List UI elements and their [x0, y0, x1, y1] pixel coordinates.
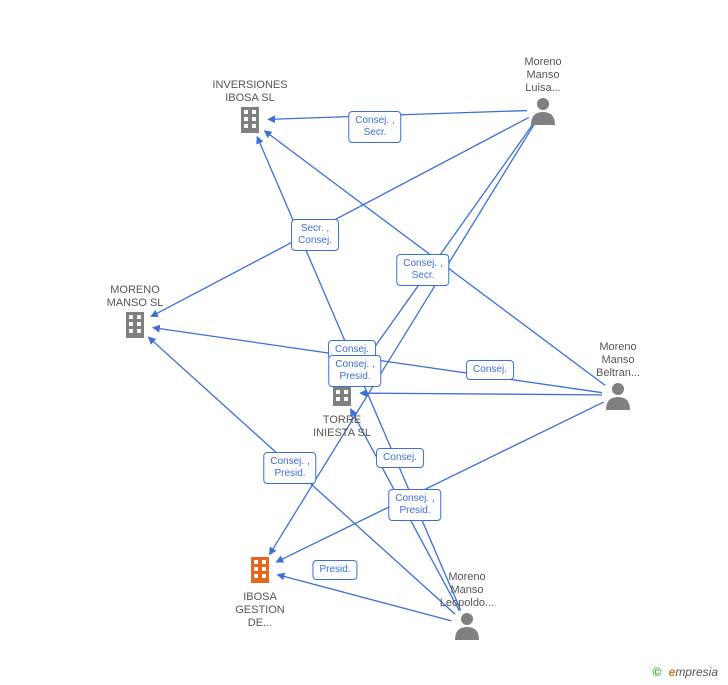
edge-label-beltran-ibosa: Consej. [376, 448, 424, 468]
edge-label-leopoldo-moreno_sl: Consej. ,Presid. [328, 355, 381, 387]
person-icon [573, 380, 663, 416]
edge-label-leopoldo-inversiones: Consej. ,Presid. [263, 452, 316, 484]
node-beltran[interactable]: MorenoMansoBeltran... [573, 341, 663, 416]
brand-name: empresia [669, 665, 718, 679]
node-moreno_sl[interactable]: MORENOMANSO SL [90, 284, 180, 346]
edge-label-beltran-torre: Consej. [466, 360, 514, 380]
node-inversiones[interactable]: INVERSIONESIBOSA SL [205, 79, 295, 141]
edge-luisa-torre [352, 123, 533, 378]
edge-label-luisa-inversiones: Consej. ,Secr. [348, 111, 401, 143]
node-torre[interactable]: TORREINIESTA SL [297, 378, 387, 440]
copyright-symbol: © [652, 665, 661, 679]
node-ibosa[interactable]: IBOSAGESTIONDE... [215, 555, 305, 630]
edge-label-leopoldo-ibosa: Presid. [312, 560, 357, 580]
node-leopoldo[interactable]: MorenoMansoLeopoldo... [422, 571, 512, 646]
edge-label-luisa-moreno_sl: Secr. ,Consej. [291, 219, 339, 251]
edge-beltran-torre [360, 393, 602, 395]
company-icon [205, 105, 295, 141]
footer-attribution: © empresia [652, 665, 718, 679]
person-icon [498, 95, 588, 131]
company-icon [215, 555, 305, 591]
node-luisa[interactable]: MorenoMansoLuisa... [498, 56, 588, 131]
edge-label-luisa-torre: Consej. ,Secr. [396, 254, 449, 286]
edge-label-leopoldo-torre: Consej. ,Presid. [388, 489, 441, 521]
company-icon [90, 310, 180, 346]
person-icon [422, 610, 512, 646]
